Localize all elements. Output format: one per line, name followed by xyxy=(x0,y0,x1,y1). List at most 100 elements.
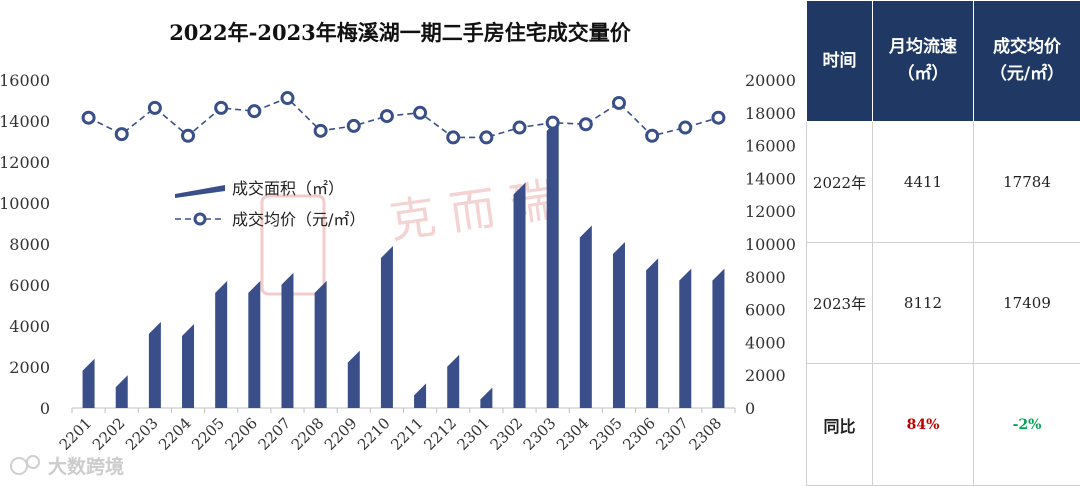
bar-2203 xyxy=(149,322,161,408)
price-point-2212 xyxy=(448,132,459,143)
x-tick-label: 2302 xyxy=(487,414,527,454)
axes-layer xyxy=(72,408,735,413)
header-time: 时间 xyxy=(807,1,873,122)
x-tick-label: 2204 xyxy=(155,414,195,454)
price-point-2202 xyxy=(116,129,127,140)
x-tick-label: 2304 xyxy=(553,414,593,454)
price-point-2307 xyxy=(680,122,691,133)
x-tick-label: 2301 xyxy=(453,414,493,454)
price-point-2302 xyxy=(514,122,525,133)
y-right-tick-label: 0 xyxy=(745,399,755,418)
yoy-price: -2% xyxy=(974,364,1080,486)
x-tick-label: 2203 xyxy=(122,414,162,454)
row-label: 2022年 xyxy=(807,122,873,243)
bar-2204 xyxy=(182,324,194,408)
x-tick-label: 2211 xyxy=(387,414,427,454)
bar-2307 xyxy=(679,269,691,408)
price-point-2304 xyxy=(580,119,591,130)
price-point-2211 xyxy=(415,107,426,118)
price-point-2203 xyxy=(149,102,160,113)
chart-svg: 克 而 瑞 0 2000 4000 6000 8000 10000 12000 14000 16… xyxy=(0,0,806,485)
bar-2212 xyxy=(447,355,459,408)
chart-area: 克 而 瑞 0 2000 4000 6000 8000 10000 12000 14000 16… xyxy=(0,0,806,485)
legend-line-marker xyxy=(195,214,205,224)
header-price: 成交均价 （元/㎡） xyxy=(974,1,1080,122)
table-row: 2023年 8112 17409 xyxy=(807,243,1080,364)
y-right-tick-label: 6000 xyxy=(745,301,786,320)
y-right-tick-label: 8000 xyxy=(745,268,786,287)
price-point-2207 xyxy=(282,93,293,104)
yoy-flow: 84% xyxy=(873,364,974,486)
bar-2206 xyxy=(248,281,260,408)
x-tick-label: 2210 xyxy=(354,414,394,454)
y-right-tick-label: 16000 xyxy=(745,137,796,156)
price-point-2205 xyxy=(216,102,227,113)
x-tick-label: 2212 xyxy=(420,414,460,454)
brand-logo-icon xyxy=(27,456,39,468)
header-flow: 月均流速 （㎡） xyxy=(873,1,974,122)
y-right-tick-label: 12000 xyxy=(745,202,796,221)
y-left-tick-label: 6000 xyxy=(9,276,50,295)
bar-series xyxy=(83,119,725,408)
x-tick-label: 2205 xyxy=(188,414,228,454)
y-right-tick-label: 20000 xyxy=(745,71,796,90)
y-right-tick-label: 2000 xyxy=(745,366,786,385)
y-left-tick-label: 8000 xyxy=(9,235,50,254)
x-tick-label: 2201 xyxy=(56,414,96,454)
price-point-2303 xyxy=(547,117,558,128)
row-flow: 8112 xyxy=(873,243,974,364)
x-tick-label: 2206 xyxy=(221,414,261,454)
bar-2302 xyxy=(514,183,526,409)
price-point-2305 xyxy=(613,97,624,108)
bar-2301 xyxy=(480,388,492,409)
x-tick-label: 2307 xyxy=(652,414,692,454)
watermark-text: 克 而 瑞 xyxy=(386,172,559,249)
price-point-2301 xyxy=(481,132,492,143)
y-left-tick-label: 4000 xyxy=(9,317,50,336)
y-left-tick-label: 0 xyxy=(40,399,50,418)
x-tick-label: 2202 xyxy=(89,414,129,454)
price-point-2209 xyxy=(348,120,359,131)
x-tick-label: 2208 xyxy=(288,414,328,454)
y-left-tick-label: 2000 xyxy=(9,358,50,377)
x-tick-label: 2207 xyxy=(255,414,295,454)
yoy-row: 同比 84% -2% xyxy=(807,364,1080,486)
legend-bar-swatch xyxy=(175,185,225,198)
row-price: 17409 xyxy=(974,243,1080,364)
table-header-row: 时间 月均流速 （㎡） 成交均价 （元/㎡） xyxy=(807,1,1080,122)
summary-table: 时间 月均流速 （㎡） 成交均价 （元/㎡） 2022年 4411 17784 … xyxy=(806,0,1080,486)
bar-2308 xyxy=(712,269,724,408)
bar-2202 xyxy=(116,375,128,408)
bar-2208 xyxy=(315,281,327,408)
y-left-tick-label: 12000 xyxy=(0,153,50,172)
row-label: 2023年 xyxy=(807,243,873,364)
legend-bar-label: 成交面积（㎡） xyxy=(232,179,344,198)
bar-2201 xyxy=(83,359,95,408)
bar-2305 xyxy=(613,242,625,408)
x-tick-label: 2308 xyxy=(686,414,726,454)
y-left-tick-label: 16000 xyxy=(0,71,50,90)
price-point-2206 xyxy=(249,106,260,117)
bar-2207 xyxy=(281,273,293,408)
bar-2209 xyxy=(348,351,360,408)
bar-2205 xyxy=(215,281,227,408)
y-right-tick-label: 4000 xyxy=(745,333,786,352)
row-flow: 4411 xyxy=(873,122,974,243)
bar-2210 xyxy=(381,246,393,408)
line-series xyxy=(83,93,724,143)
x-tick-label: 2209 xyxy=(321,414,361,454)
row-price: 17784 xyxy=(974,122,1080,243)
bar-2303 xyxy=(547,119,559,408)
price-point-2306 xyxy=(647,130,658,141)
price-point-2204 xyxy=(183,130,194,141)
price-point-2308 xyxy=(713,112,724,123)
bar-2306 xyxy=(646,258,658,408)
price-point-2201 xyxy=(83,112,94,123)
y-right-tick-label: 10000 xyxy=(745,235,796,254)
price-point-2210 xyxy=(381,111,392,122)
chart-title: 2022年-2023年梅溪湖一期二手房住宅成交量价 xyxy=(169,20,632,45)
table-row: 2022年 4411 17784 xyxy=(807,122,1080,243)
y-right-tick-label: 14000 xyxy=(745,169,796,188)
y-left-tick-label: 14000 xyxy=(0,112,50,131)
brand-logo-icon xyxy=(11,458,27,474)
